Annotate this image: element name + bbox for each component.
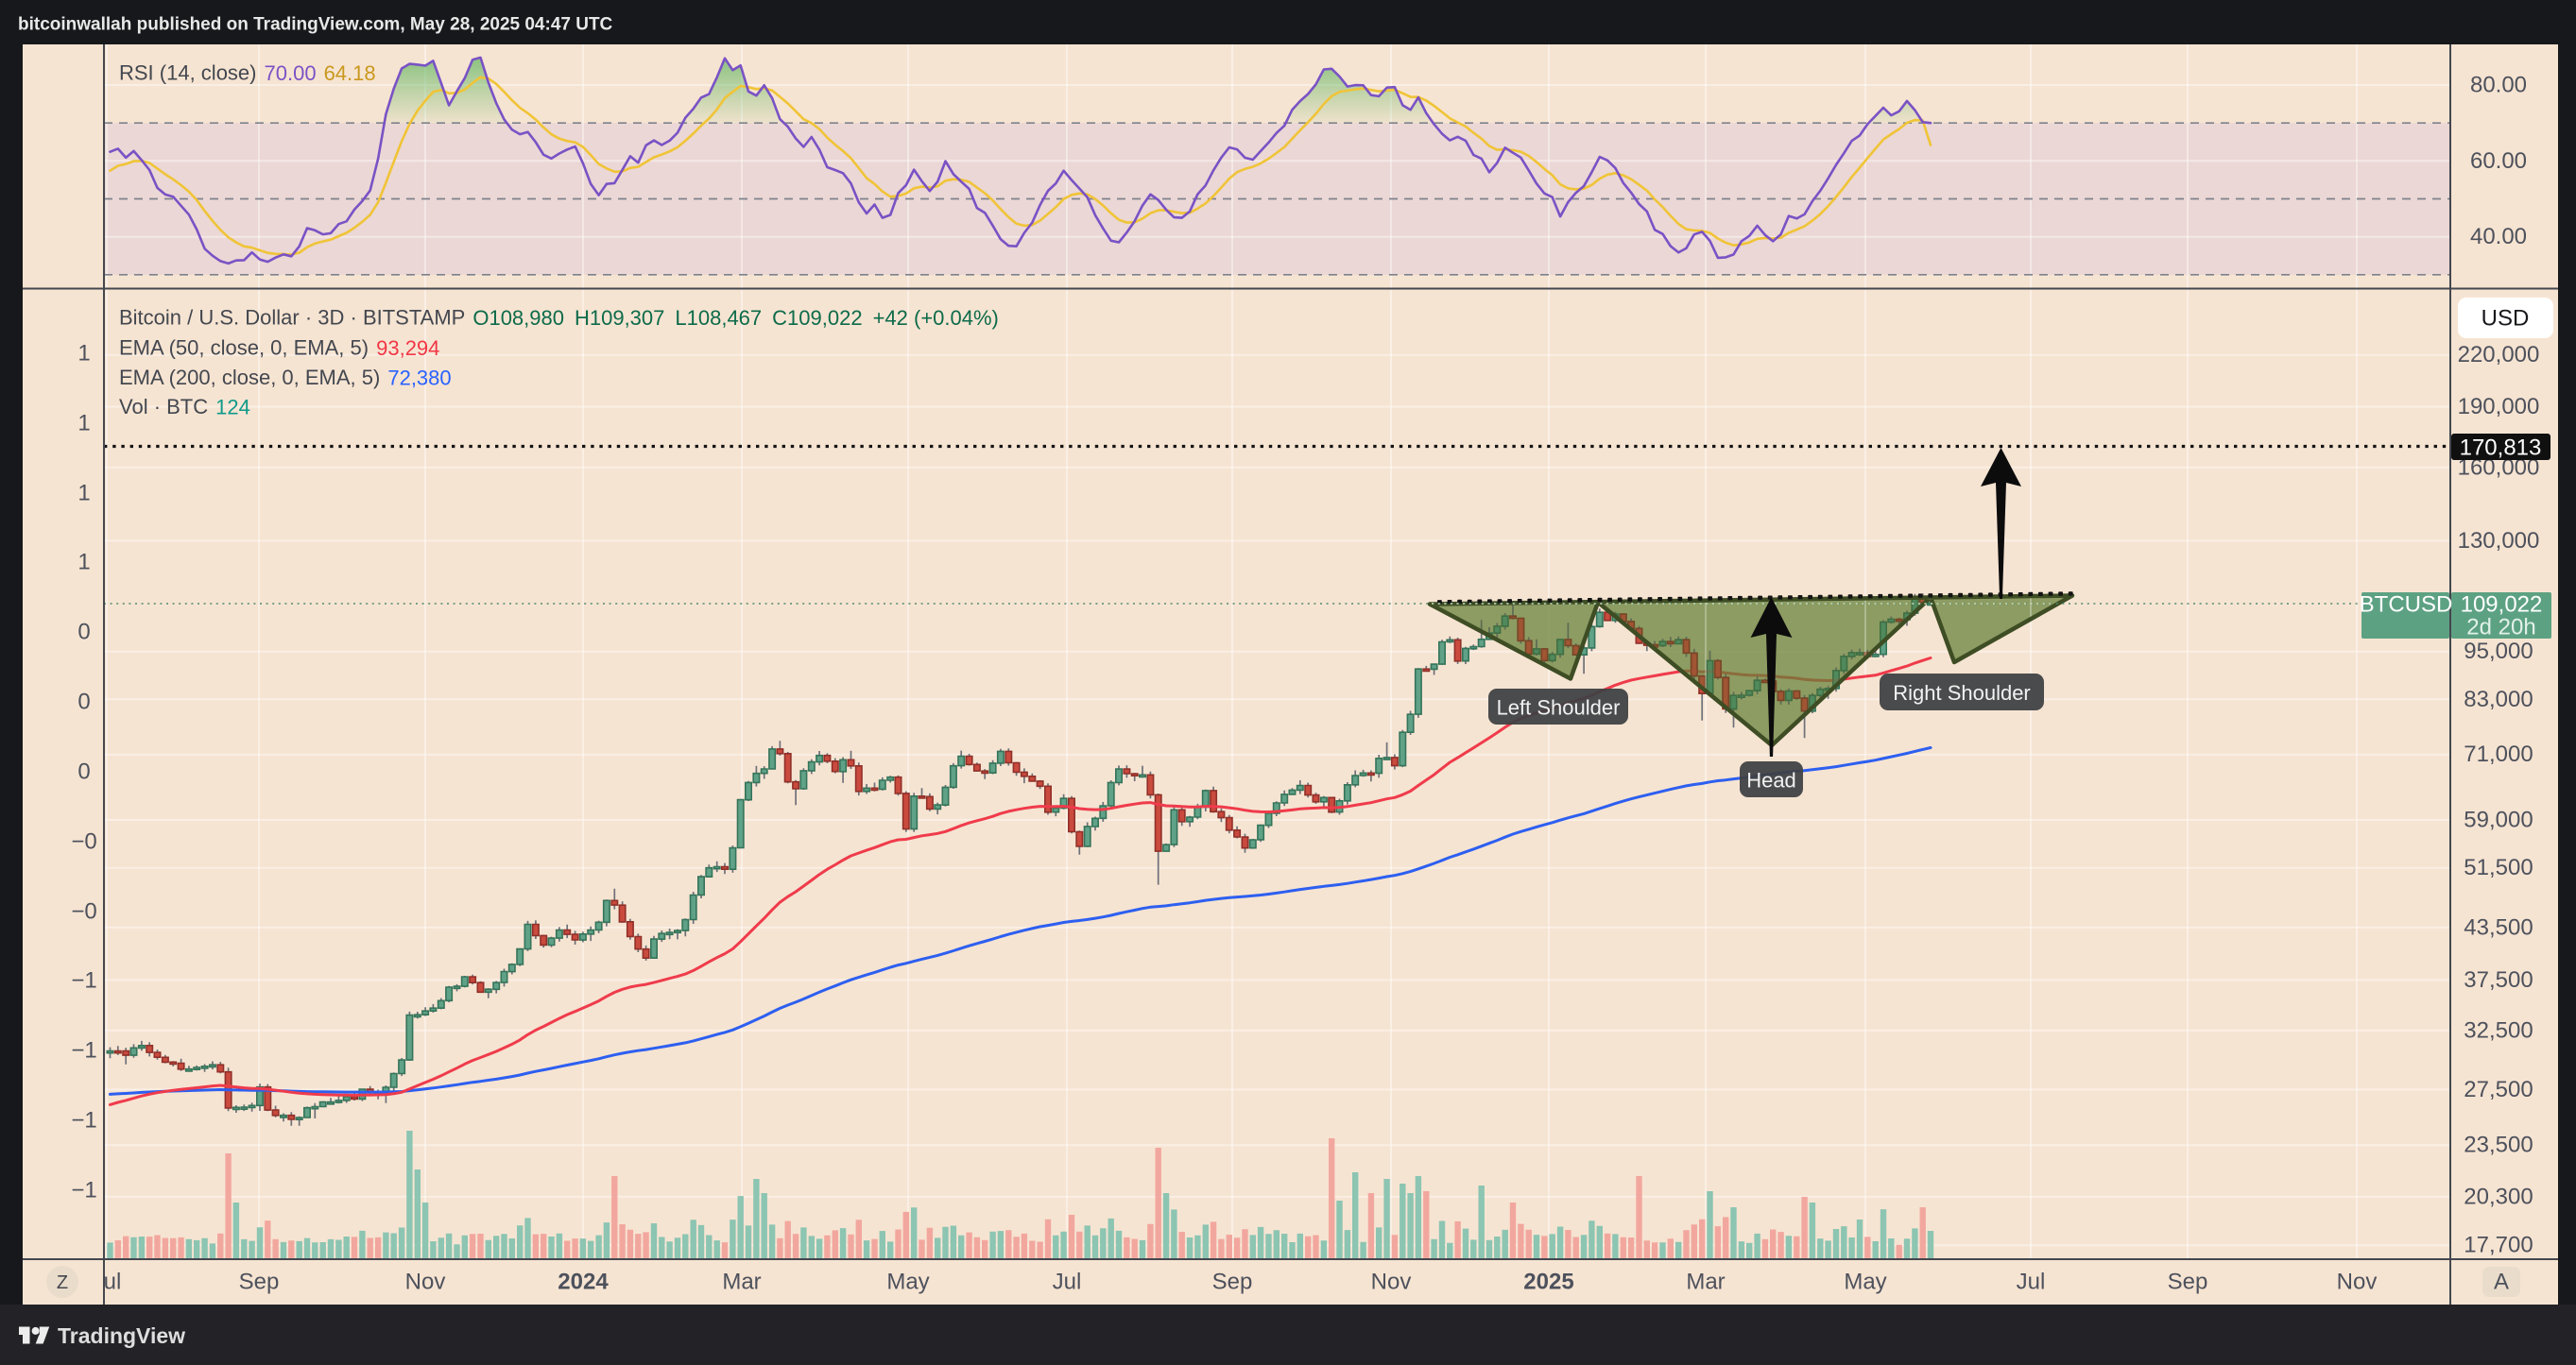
svg-text:2025: 2025 [1523, 1270, 1573, 1295]
svg-text:1: 1 [77, 481, 90, 506]
svg-text:Right Shoulder: Right Shoulder [1893, 681, 2031, 705]
svg-text:Left Shoulder: Left Shoulder [1497, 696, 1621, 720]
svg-text:40.00: 40.00 [2470, 224, 2527, 249]
svg-text:27,500: 27,500 [2464, 1077, 2533, 1102]
svg-text:0: 0 [77, 690, 90, 715]
svg-text:60.00: 60.00 [2470, 148, 2527, 174]
svg-text:1: 1 [77, 550, 90, 575]
svg-text:0: 0 [77, 759, 90, 785]
svg-text:80.00: 80.00 [2470, 73, 2527, 98]
svg-text:−1: −1 [71, 1178, 96, 1203]
svg-text:Nov: Nov [2337, 1270, 2378, 1295]
svg-text:Mar: Mar [722, 1270, 761, 1295]
svg-text:A: A [2494, 1270, 2509, 1295]
svg-text:59,000: 59,000 [2464, 807, 2533, 832]
svg-text:−0: −0 [71, 899, 96, 925]
svg-text:−1: −1 [71, 968, 96, 994]
svg-text:Sep: Sep [239, 1270, 280, 1295]
svg-text:May: May [886, 1270, 929, 1295]
svg-text:Sep: Sep [1212, 1270, 1253, 1295]
svg-text:71,000: 71,000 [2464, 742, 2533, 767]
svg-text:109,022: 109,022 [2461, 592, 2543, 618]
svg-text:Nov: Nov [1371, 1270, 1412, 1295]
svg-text:Mar: Mar [1686, 1270, 1725, 1295]
svg-text:23,500: 23,500 [2464, 1133, 2533, 1158]
svg-text:37,500: 37,500 [2464, 967, 2533, 993]
svg-text:−1: −1 [71, 1038, 96, 1064]
svg-text:Bitcoin / U.S. Dollar · 3D · B: Bitcoin / U.S. Dollar · 3D · BITSTAMP O10… [119, 306, 999, 330]
svg-text:USD: USD [2482, 306, 2530, 332]
svg-text:TradingView: TradingView [58, 1323, 185, 1348]
svg-text:Nov: Nov [405, 1270, 446, 1295]
svg-text:0: 0 [77, 620, 90, 645]
svg-text:220,000: 220,000 [2458, 342, 2540, 367]
svg-text:20,300: 20,300 [2464, 1184, 2533, 1209]
svg-text:Head: Head [1746, 769, 1796, 793]
svg-text:32,500: 32,500 [2464, 1017, 2533, 1043]
svg-text:2d 20h: 2d 20h [2466, 615, 2535, 640]
svg-text:17,700: 17,700 [2464, 1233, 2533, 1258]
svg-text:51,500: 51,500 [2464, 855, 2533, 880]
svg-text:Z: Z [57, 1272, 68, 1293]
svg-text:95,000: 95,000 [2464, 639, 2533, 664]
svg-text:EMA (50, close, 0, EMA, 5)93,2: EMA (50, close, 0, EMA, 5) 93,294 [119, 336, 439, 360]
svg-text:190,000: 190,000 [2458, 394, 2540, 419]
svg-text:170,813: 170,813 [2460, 435, 2542, 461]
svg-text:−1: −1 [71, 1108, 96, 1134]
svg-text:BTCUSD: BTCUSD [2360, 592, 2453, 618]
svg-text:1: 1 [77, 341, 90, 367]
svg-text:bitcoinwallah published on Tra: bitcoinwallah published on TradingView.c… [18, 15, 613, 35]
svg-text:Jul: Jul [1053, 1270, 1082, 1295]
svg-text:130,000: 130,000 [2458, 528, 2540, 554]
svg-text:83,000: 83,000 [2464, 687, 2533, 712]
svg-text:2024: 2024 [558, 1270, 609, 1295]
svg-text:May: May [1844, 1270, 1886, 1295]
svg-text:EMA (200, close, 0, EMA, 5)72,: EMA (200, close, 0, EMA, 5) 72,380 [119, 366, 452, 389]
svg-text:43,500: 43,500 [2464, 914, 2533, 940]
svg-text:−0: −0 [71, 829, 96, 855]
svg-text:Jul: Jul [2017, 1270, 2046, 1295]
svg-text:Sep: Sep [2168, 1270, 2208, 1295]
svg-text:1: 1 [77, 411, 90, 436]
